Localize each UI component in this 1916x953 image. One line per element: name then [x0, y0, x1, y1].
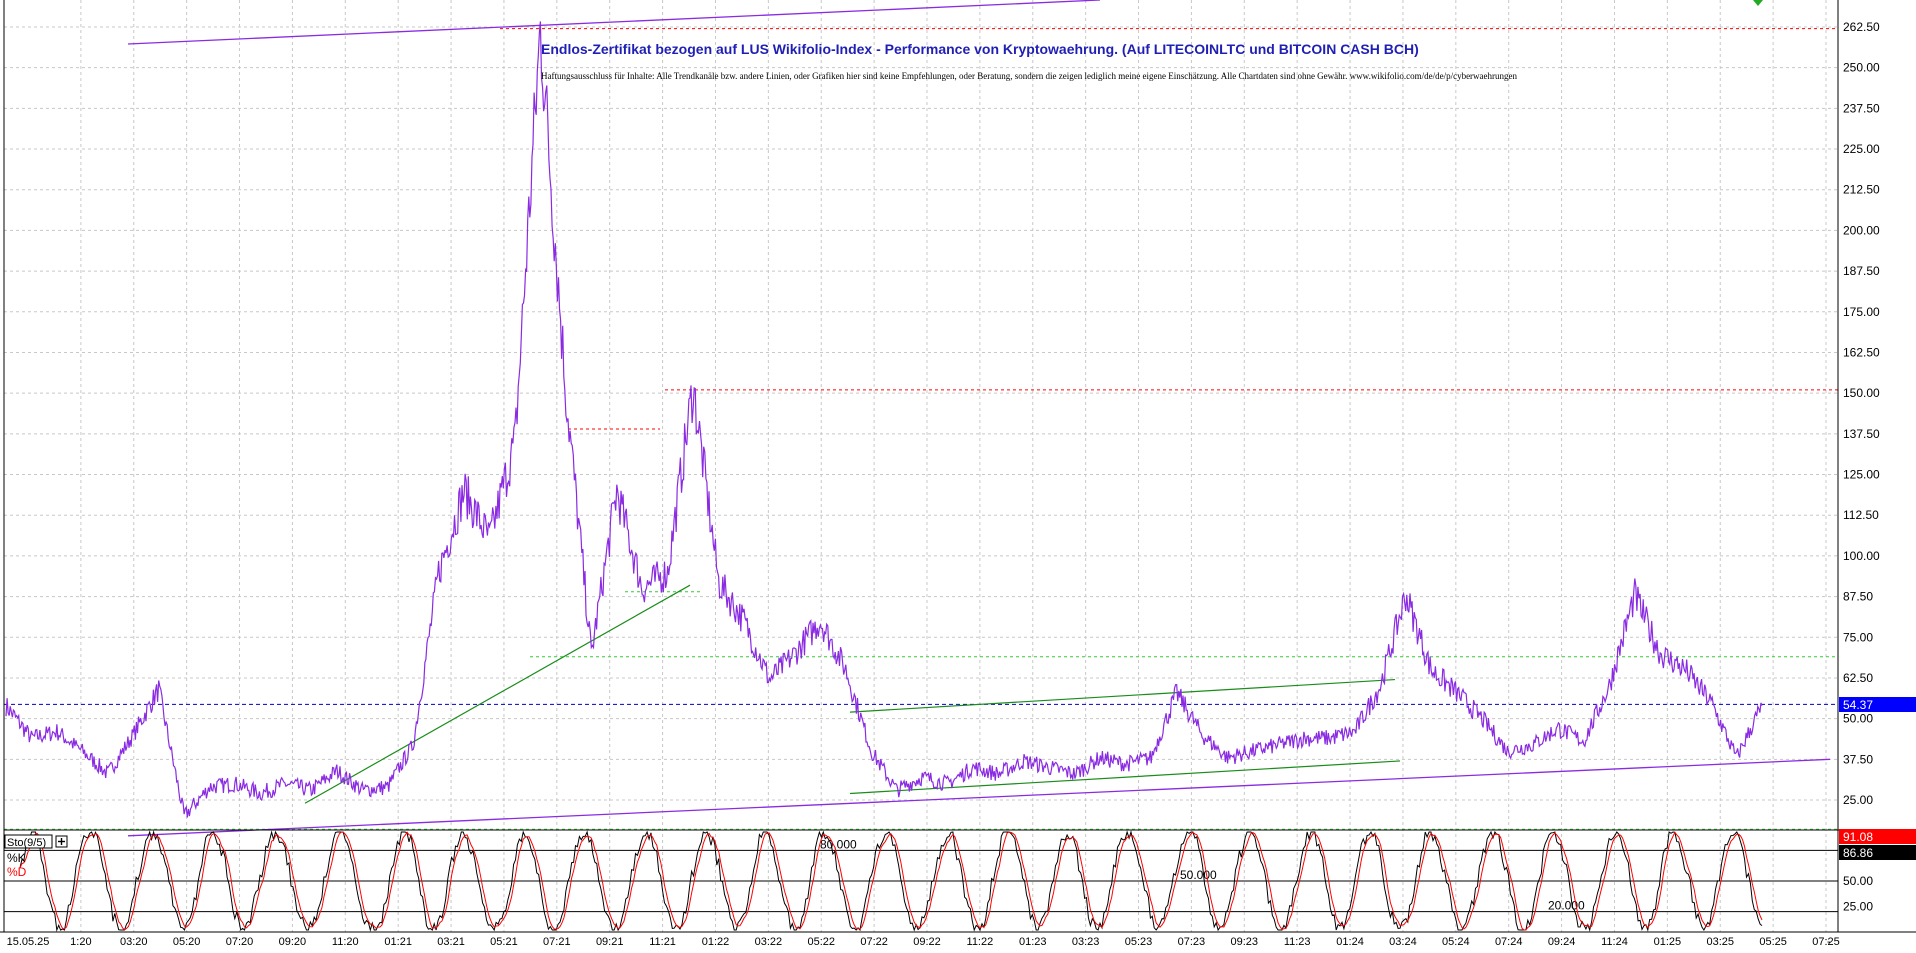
x-scroll-arrow: -	[1827, 936, 1831, 948]
y-tick-label: 187.50	[1843, 264, 1880, 278]
x-tick-label: 07:20	[226, 936, 254, 948]
k-value-label: 91.08	[1839, 829, 1916, 844]
x-tick-label: 03:25	[1706, 936, 1734, 948]
green-trend-line-3	[849, 760, 1401, 795]
stoch-d-line	[19, 831, 1763, 931]
x-tick-label: 03:24	[1389, 936, 1417, 948]
disclaimer-text: Haftungsausschluss für Inhalte: Alle Tre…	[541, 71, 1518, 81]
x-tick-label: 03:20	[120, 936, 148, 948]
k-legend-label: %K	[7, 851, 26, 865]
green-trend-line-2	[849, 678, 1396, 713]
y-tick-label: 237.50	[1843, 101, 1880, 115]
x-tick-label: 07:22	[860, 936, 888, 948]
upper-trend-line	[127, 0, 1101, 45]
x-tick-label: 07:23	[1178, 936, 1206, 948]
stochastic-panel: 80.000 50.000 20.000	[4, 830, 1838, 932]
x-tick-label: 01:22	[702, 936, 730, 948]
y-tick-label: 100.00	[1843, 549, 1880, 563]
y-tick-label: 200.00	[1843, 223, 1880, 237]
x-tick-label: 09:21	[596, 936, 624, 948]
y-tick-label: 25.00	[1843, 793, 1873, 807]
x-tick-label: 11:20	[332, 936, 359, 948]
y-tick-label: 125.00	[1843, 468, 1880, 482]
y-tick-label: 162.50	[1843, 345, 1880, 359]
y-tick-label: 212.50	[1843, 183, 1880, 197]
y-tick-label: 112.50	[1843, 508, 1879, 522]
y-tick-label: 37.50	[1843, 752, 1873, 766]
stoch-header[interactable]: Sto(9/5)	[4, 834, 53, 849]
stoch-k-line	[19, 830, 1763, 932]
x-tick-label: 09:24	[1548, 936, 1576, 948]
y-tick-label: 250.00	[1843, 61, 1880, 75]
price-line	[5, 21, 1763, 818]
chart-title: Endlos-Zertifikat bezogen auf LUS Wikifo…	[541, 41, 1419, 57]
x-tick-label: 11:24	[1601, 936, 1628, 948]
x-tick-label: 11:22	[967, 936, 994, 948]
x-tick-label: 01:25	[1654, 936, 1682, 948]
y-tick-label: 137.50	[1843, 427, 1880, 441]
x-tick-label: 01:24	[1336, 936, 1364, 948]
x-tick-label: 05:25	[1759, 936, 1787, 948]
y-tick-label: 75.00	[1843, 630, 1873, 644]
x-tick-label: 11:23	[1284, 936, 1311, 948]
price-series	[5, 21, 1763, 818]
x-tick-label: 05:23	[1125, 936, 1153, 948]
x-tick-label: 07:25	[1812, 936, 1840, 948]
y-tick-label: 262.50	[1843, 20, 1880, 34]
d-value-label: 86.86	[1839, 845, 1916, 860]
y-tick-label: 50.00	[1843, 712, 1873, 726]
x-tick-label: 15.05.25	[7, 936, 50, 948]
x-tick-label: 05:24	[1442, 936, 1470, 948]
stoch-y-tick-label: 25.00	[1843, 900, 1873, 914]
y-tick-label: 175.00	[1843, 305, 1880, 319]
lower-trend-line	[127, 758, 1831, 837]
x-tick-label: 01:21	[384, 936, 412, 948]
stoch-level-label: 20.000	[1548, 899, 1585, 913]
x-tick-label: 09:22	[913, 936, 941, 948]
x-tick-label: 07:21	[543, 936, 571, 948]
x-tick-label: 11:21	[649, 936, 676, 948]
x-tick-label: 09:20	[279, 936, 307, 948]
y-tick-label: 150.00	[1843, 386, 1880, 400]
signal-marker-icon	[1753, 0, 1763, 6]
grid-layer	[4, 0, 1838, 932]
stoch-title: Sto(9/5)	[7, 837, 46, 849]
stoch-level-label: 80.000	[820, 837, 857, 851]
y-tick-label: 87.50	[1843, 590, 1873, 604]
x-tick-label: 05:20	[173, 936, 201, 948]
last-price-label: 54.37	[1839, 697, 1916, 712]
plus-box-icon[interactable]	[55, 835, 68, 848]
stoch-level-label: 50.000	[1180, 868, 1217, 882]
d-last-value: 86.86	[1843, 846, 1873, 860]
x-tick-label: 09:23	[1231, 936, 1259, 948]
x-tick-label: 1:20	[70, 936, 91, 948]
x-tick-label: 05:21	[490, 936, 518, 948]
level-lines	[4, 28, 1838, 830]
x-tick-label: 05:22	[807, 936, 835, 948]
y-tick-label: 62.50	[1843, 671, 1873, 685]
green-trend-line-1	[304, 584, 691, 804]
x-tick-label: 07:24	[1495, 936, 1523, 948]
trend-lines	[127, 0, 1831, 837]
x-tick-label: 01:23	[1019, 936, 1047, 948]
last-price-value: 54.37	[1843, 698, 1873, 712]
k-last-value: 91.08	[1843, 830, 1873, 844]
x-tick-label: 03:23	[1072, 936, 1100, 948]
stoch-y-tick-label: 50.00	[1843, 874, 1873, 888]
y-tick-label: 225.00	[1843, 142, 1880, 156]
x-tick-label: 03:22	[755, 936, 783, 948]
x-tick-label: 03:21	[437, 936, 465, 948]
d-legend-label: %D	[7, 865, 27, 879]
